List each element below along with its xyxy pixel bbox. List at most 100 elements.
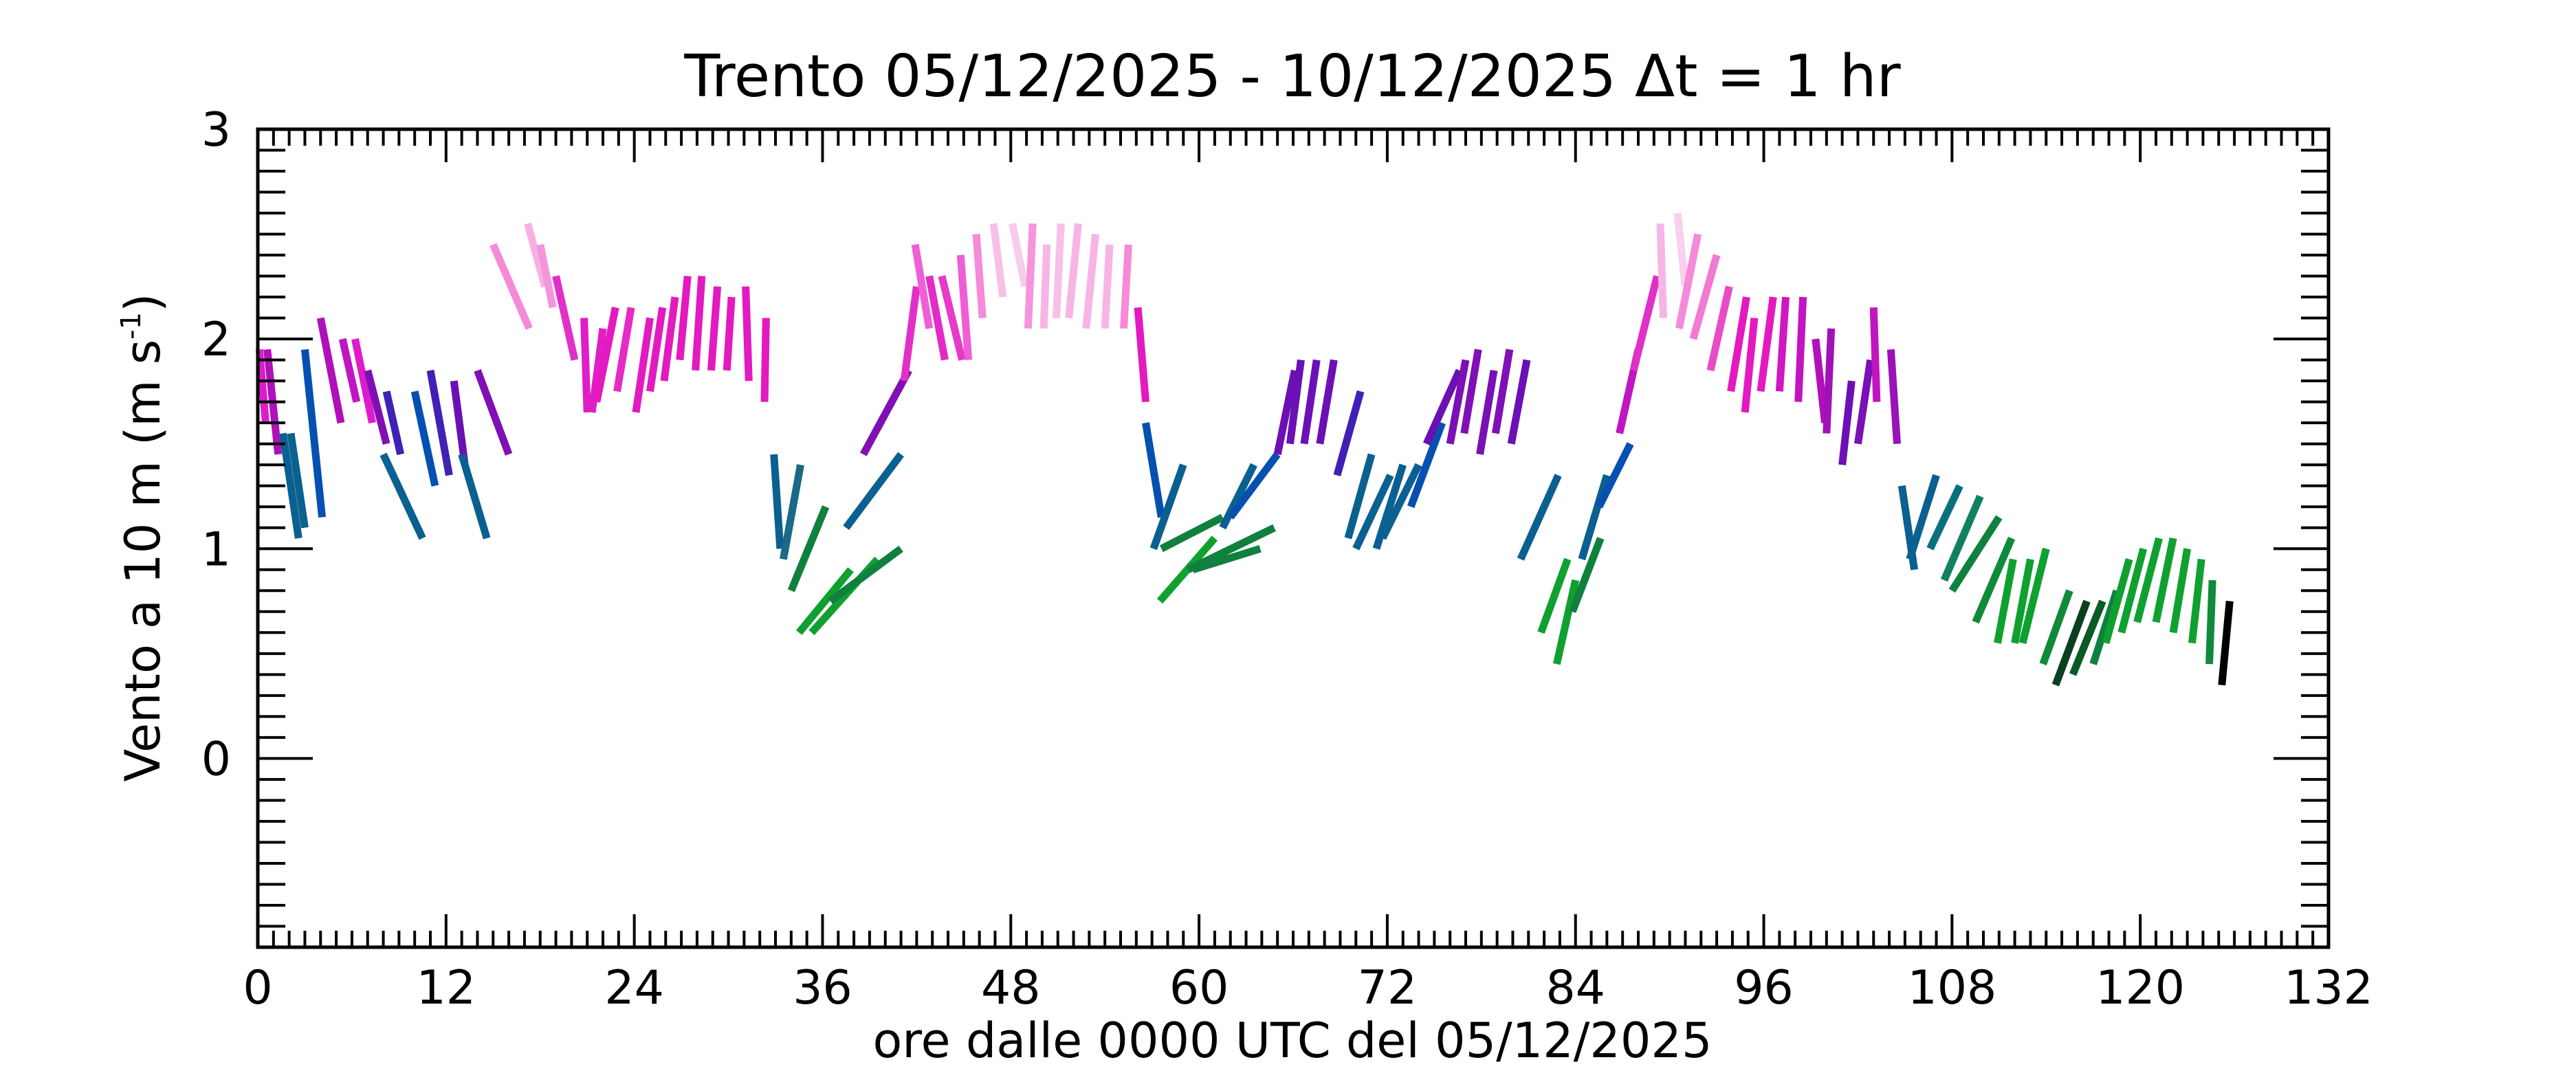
wind-barb-61: [1186, 524, 1277, 573]
wind-barb-16: [489, 243, 533, 331]
wind-barb-57: [1142, 422, 1165, 518]
wind-barb-68: [1316, 359, 1338, 445]
wind-barb-41: [900, 286, 921, 381]
wind-barb-55: [1120, 244, 1132, 329]
wind-barb-123: [2188, 558, 2205, 644]
wind-barb-46: [972, 234, 987, 319]
wind-barb-76: [1446, 359, 1470, 445]
wind-barb-60: [1156, 535, 1218, 604]
wind-barb-23: [613, 307, 635, 392]
x-tick-label: 0: [243, 961, 272, 1015]
wind-barb-69: [1333, 390, 1365, 476]
wind-barb-77: [1460, 349, 1482, 434]
wind-barb-73: [1379, 463, 1422, 540]
wind-barb-107: [1926, 484, 1963, 551]
y-tick-label: 2: [201, 313, 231, 367]
wind-barb-6: [338, 338, 361, 403]
wind-barb-29: [707, 286, 722, 371]
wind-barb-36: [795, 567, 854, 635]
x-tick-label: 60: [1169, 961, 1229, 1015]
wind-barb-4: [300, 349, 327, 518]
wind-barb-98: [1794, 296, 1807, 402]
wind-barb-75: [1422, 368, 1463, 445]
wind-barb-30: [723, 296, 736, 371]
x-tick-label: 84: [1545, 961, 1605, 1015]
wind-barb-88: [1629, 275, 1661, 372]
wind-barb-59: [1159, 513, 1224, 553]
wind-barb-48: [1009, 223, 1029, 287]
wind-barb-14: [458, 453, 491, 540]
wind-barb-106: [1906, 474, 1940, 561]
wind-barbs: [255, 212, 2234, 687]
y-tick-label: 0: [201, 732, 231, 786]
wind-barb-92: [1689, 254, 1721, 340]
wind-barb-33: [770, 454, 784, 549]
y-axis-label: Vento a 10 m (m s-1): [115, 294, 171, 782]
wind-barb-64: [1227, 452, 1281, 520]
wind-barb-96: [1757, 296, 1777, 392]
wind-barb-20: [580, 318, 591, 413]
x-tick-label: 96: [1734, 961, 1794, 1015]
wind-barb-15: [474, 368, 513, 456]
wind-barb-18: [536, 243, 557, 309]
x-tick-labels: 0 12 24 36 48 60 72 84 96 108 120 132: [243, 961, 2373, 1015]
wind-barb-25: [646, 307, 667, 392]
wind-barb-74: [1407, 421, 1446, 509]
wind-barb-97: [1775, 296, 1790, 392]
wind-barb-53: [1082, 234, 1099, 329]
wind-barb-115: [2051, 599, 2091, 687]
x-tick-label: 120: [2095, 961, 2185, 1015]
wind-barb-86: [1596, 442, 1634, 509]
x-tick-label: 24: [604, 961, 664, 1015]
x-tick-label: 72: [1358, 961, 1418, 1015]
wind-barb-27: [676, 276, 692, 361]
wind-barb-70: [1344, 453, 1376, 540]
wind-barb-65: [1273, 369, 1299, 456]
wind-barb-5: [316, 317, 345, 424]
x-axis-label: ore dalle 0000 UTC del 05/12/2025: [872, 1013, 1712, 1069]
wind-barb-13: [450, 380, 469, 465]
wind-barb-31: [742, 286, 753, 381]
wind-barb-120: [2133, 537, 2163, 623]
wind-barb-71: [1352, 474, 1394, 551]
wind-barb-85: [1578, 474, 1611, 561]
x-tick-label: 12: [417, 961, 476, 1015]
x-tick-label: 108: [1907, 961, 1996, 1015]
wind-barb-90: [1673, 212, 1689, 287]
wind-barb-110: [1972, 536, 2016, 624]
wind-barb-113: [2018, 547, 2050, 644]
wind-barb-102: [1854, 359, 1875, 445]
wind-barb-124: [2205, 579, 2216, 665]
wind-barb-39: [843, 452, 904, 531]
wind-barb-22: [593, 307, 619, 403]
wind-barb-62: [1191, 545, 1262, 574]
wind-barb-17: [524, 222, 549, 288]
wind-barb-112: [2011, 558, 2034, 644]
wind-barb-24: [632, 317, 654, 413]
wind-barb-51: [1052, 223, 1065, 318]
y-tick-labels: 0 1 2 3: [201, 103, 231, 786]
wind-barb-40: [859, 368, 912, 456]
y-tick-label: 1: [201, 522, 231, 577]
wind-barb-45: [956, 254, 973, 361]
wind-barb-108: [1940, 494, 1984, 582]
wind-barb-118: [2102, 558, 2133, 645]
wind-barb-52: [1065, 223, 1082, 319]
wind-barb-50: [1039, 244, 1051, 329]
wind-barb-99: [1812, 338, 1829, 423]
wind-barb-32: [760, 318, 770, 402]
wind-barb-19: [552, 275, 579, 361]
wind-barb-116: [2069, 599, 2106, 676]
wind-barb-38: [828, 545, 903, 604]
wind-barb-103: [1869, 307, 1881, 402]
wind-barb-0: [255, 349, 269, 423]
y-tick-label: 3: [201, 103, 231, 157]
wind-barb-83: [1552, 579, 1580, 665]
x-tick-label: 132: [2284, 961, 2373, 1015]
wind-barb-101: [1838, 380, 1856, 465]
wind-barb-84: [1569, 537, 1605, 613]
wind-barb-104: [1886, 349, 1901, 445]
wind-barb-7: [351, 338, 376, 424]
wind-barb-67: [1300, 359, 1321, 445]
wind-barb-34: [779, 464, 804, 560]
